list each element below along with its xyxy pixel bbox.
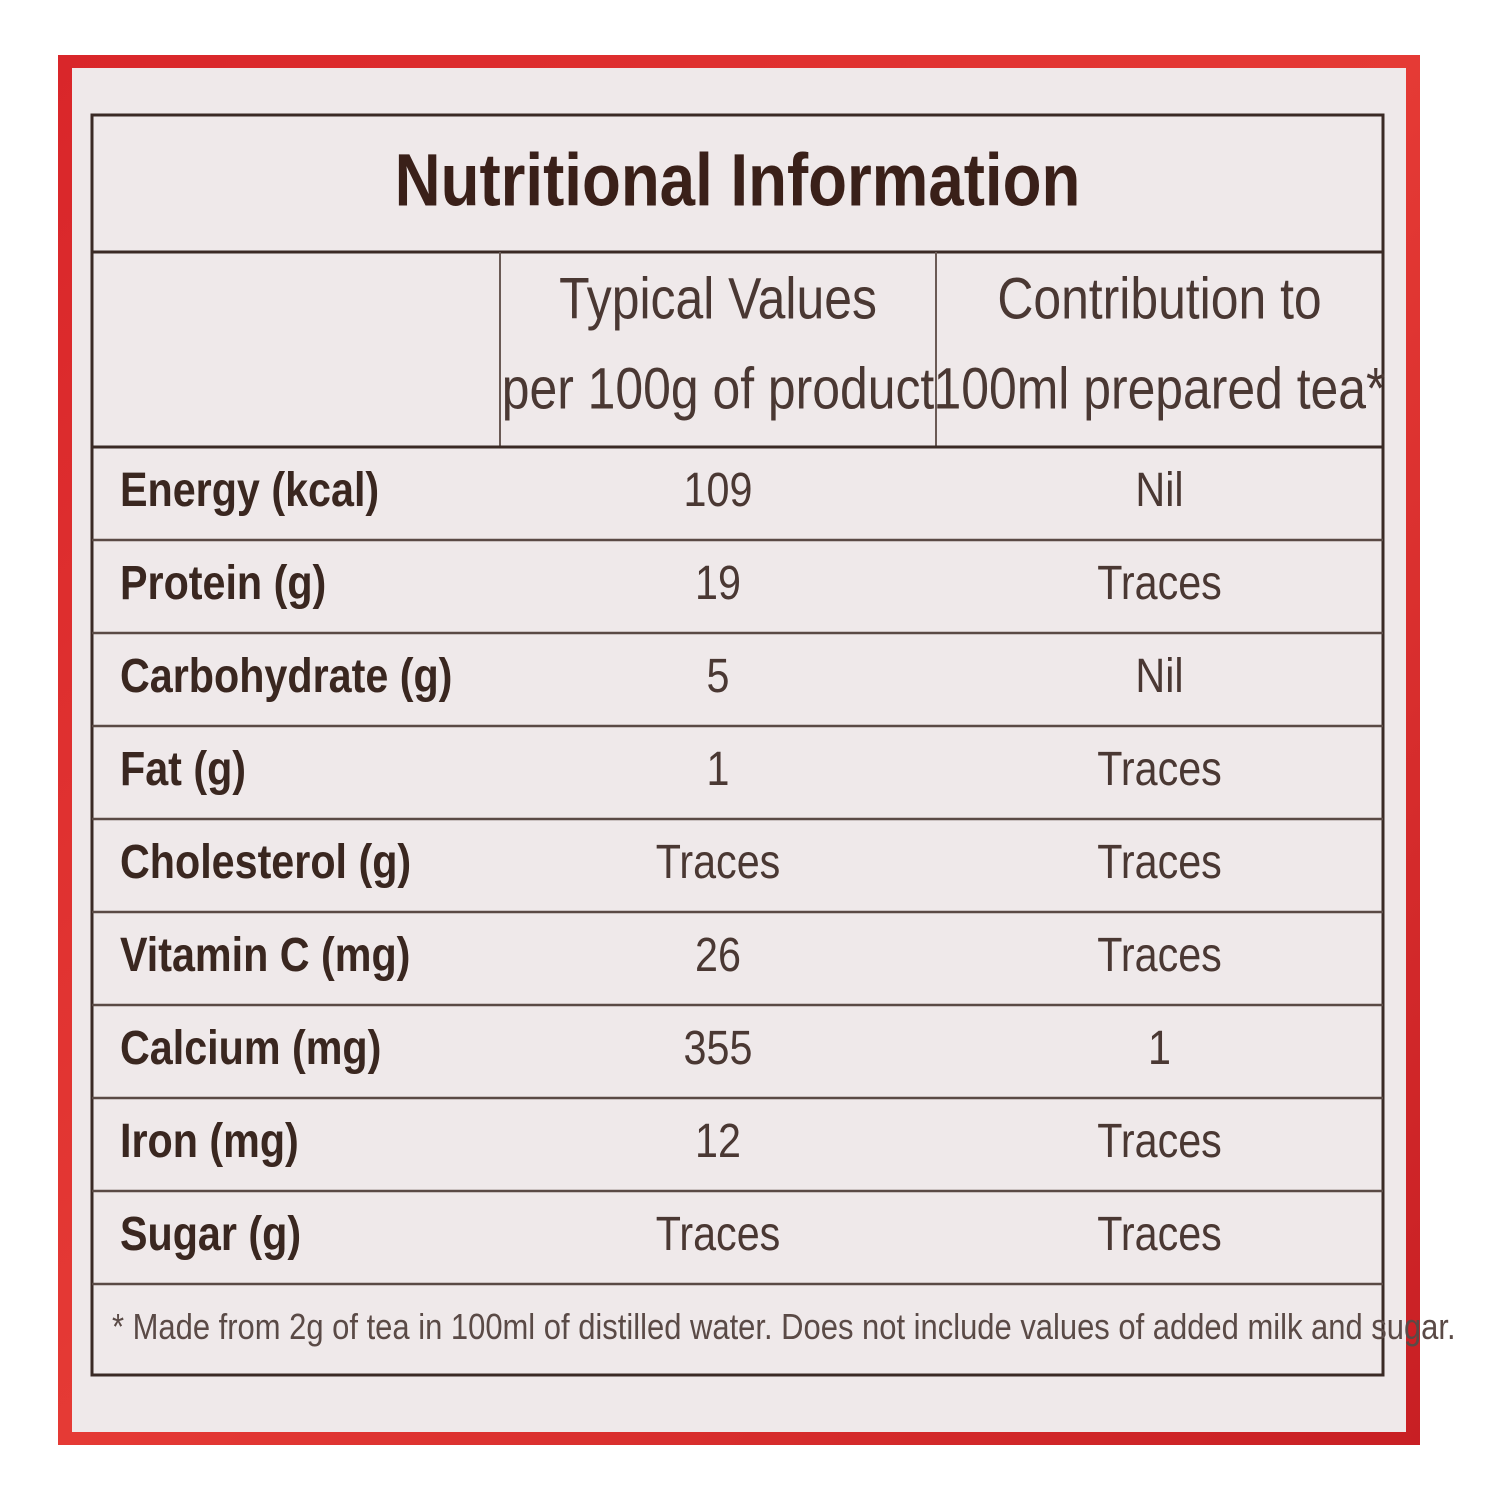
row-label: Iron (mg)	[120, 1114, 299, 1168]
column-header: Contribution to	[997, 267, 1321, 331]
contribution-value: 1	[1148, 1021, 1171, 1075]
row-label: Carbohydrate (g)	[120, 649, 452, 703]
contribution-value: Traces	[1097, 742, 1222, 796]
contribution-value: Traces	[1097, 928, 1222, 982]
title: Nutritional Information	[395, 139, 1081, 222]
contribution-value: Nil	[1135, 649, 1183, 703]
row-label: Sugar (g)	[120, 1207, 301, 1261]
typical-value: 12	[695, 1114, 741, 1168]
typical-value: 1	[707, 742, 730, 796]
footnote: * Made from 2g of tea in 100ml of distil…	[112, 1308, 1456, 1348]
typical-value: 109	[684, 463, 753, 517]
row-label: Energy (kcal)	[120, 463, 379, 517]
row-label: Calcium (mg)	[120, 1021, 381, 1075]
row-label: Cholesterol (g)	[120, 835, 411, 889]
contribution-value: Traces	[1097, 1207, 1222, 1261]
column-header: Typical Values	[559, 267, 877, 331]
typical-value: 26	[695, 928, 741, 982]
table-border	[90, 113, 1385, 1377]
column-header: per 100g of product	[502, 357, 934, 421]
typical-value: Traces	[656, 1207, 781, 1261]
typical-value: 355	[684, 1021, 753, 1075]
panel-background	[72, 68, 1406, 1432]
contribution-value: Nil	[1135, 463, 1183, 517]
column-header: 100ml prepared tea*	[934, 357, 1386, 421]
table: Nutritional Information Typical Values per…	[92, 139, 1456, 1348]
typical-value: 5	[707, 649, 730, 703]
typical-value: Traces	[656, 835, 781, 889]
contribution-value: Traces	[1097, 835, 1222, 889]
contribution-value: Traces	[1097, 556, 1222, 610]
row-label: Fat (g)	[120, 742, 246, 796]
row-label: Protein (g)	[120, 556, 326, 610]
row-label: Vitamin C (mg)	[120, 928, 410, 982]
contribution-value: Traces	[1097, 1114, 1222, 1168]
typical-value: 19	[695, 556, 741, 610]
